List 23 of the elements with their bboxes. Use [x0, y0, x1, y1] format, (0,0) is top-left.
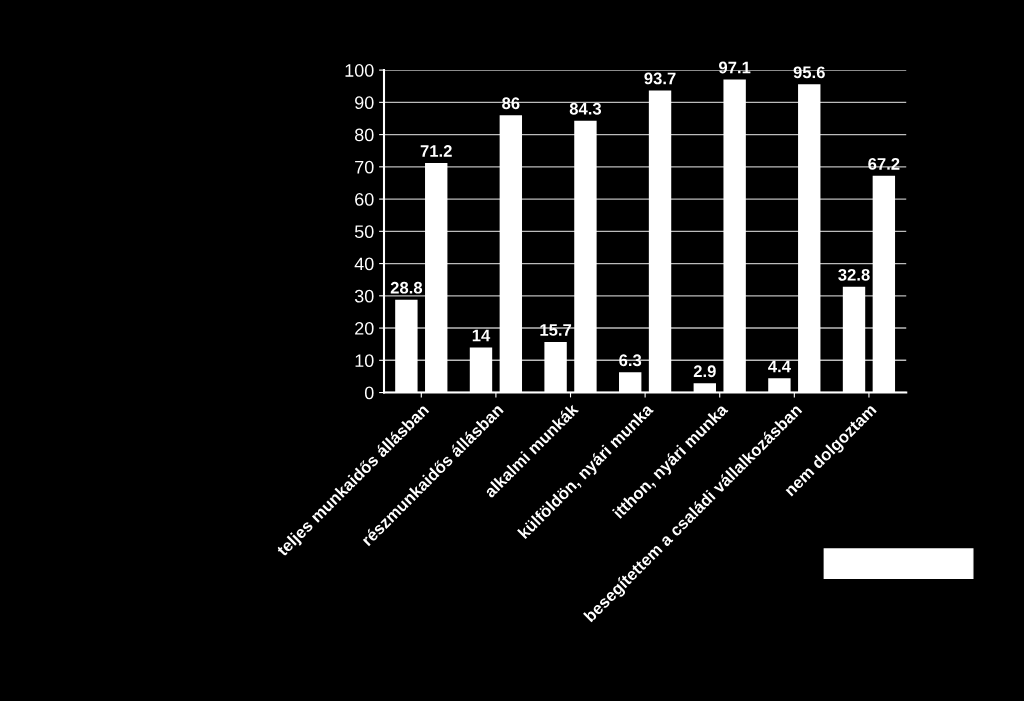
data-label: 97.1 [719, 61, 751, 74]
data-label: 14 [472, 329, 491, 342]
y-tick-label: 50 [354, 225, 374, 239]
data-label: 32.8 [838, 268, 870, 281]
y-tick-label: 100 [345, 64, 374, 77]
data-label: 71.2 [420, 145, 452, 157]
data-label: 67.2 [868, 157, 900, 170]
data-label: 15.7 [540, 324, 572, 336]
data-label: 2.9 [693, 365, 716, 378]
y-tick-label: 70 [355, 160, 374, 174]
y-tick-label: 0 [364, 386, 374, 400]
data-label: 93.7 [644, 72, 676, 85]
data-label: 95.6 [793, 66, 825, 79]
y-tick-label: 90 [355, 96, 374, 110]
y-tick-label: 20 [355, 322, 374, 335]
y-tick-label: 10 [355, 354, 374, 368]
y-tick-label: 60 [355, 193, 374, 206]
y-tick-label: 30 [354, 289, 374, 303]
y-tick-label: 40 [354, 257, 374, 271]
data-label: 28.8 [390, 281, 423, 294]
data-label: 4.4 [768, 360, 791, 373]
data-label: 84.3 [569, 102, 602, 115]
y-tick-label: 80 [354, 128, 374, 142]
